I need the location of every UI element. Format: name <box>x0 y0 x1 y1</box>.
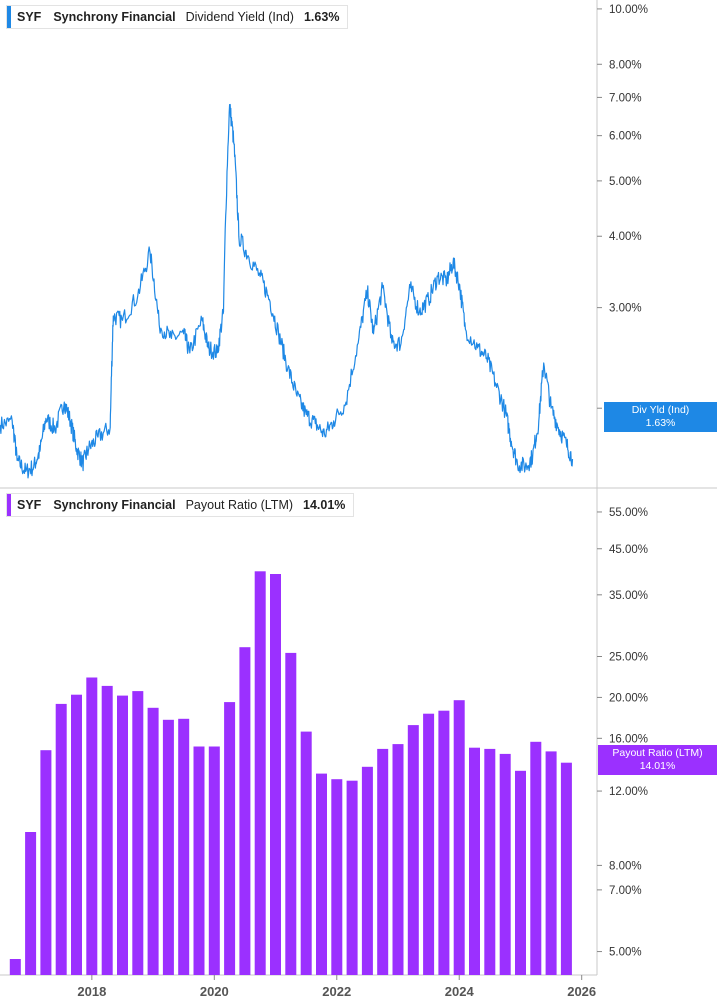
payout-ratio-bar <box>254 571 266 975</box>
payout-ratio-bar <box>499 753 511 975</box>
current-payout-flag: Payout Ratio (LTM) 14.01% <box>598 745 717 775</box>
bottom-y-tick-label: 35.00% <box>609 590 648 602</box>
payout-ratio-bar <box>55 703 67 975</box>
payout-ratio-bar <box>438 710 450 975</box>
payout-ratio-bar <box>239 647 251 975</box>
payout-ratio-bar <box>86 677 98 975</box>
current-yield-flag-label: Div Yld (Ind) <box>631 404 690 416</box>
payout-ratio-bar <box>71 694 82 975</box>
legend-bottom-company: Synchrony Financial <box>53 498 176 512</box>
bottom-y-tick-label: 45.00% <box>609 544 648 556</box>
payout-ratio-bar <box>407 725 419 975</box>
payout-ratio-bar <box>25 832 37 975</box>
bottom-y-tick-label: 55.00% <box>609 507 648 519</box>
legend-bottom: SYF Synchrony Financial Payout Ratio (LT… <box>6 493 355 517</box>
top-y-tick-label: 7.00% <box>609 92 642 104</box>
payout-ratio-bar <box>208 746 220 975</box>
top-y-tick-label: 3.00% <box>609 303 642 315</box>
x-tick-label: 2018 <box>77 984 106 999</box>
current-yield-flag: Div Yld (Ind) 1.63% <box>604 402 717 432</box>
payout-ratio-bar <box>101 685 113 975</box>
payout-ratio-bar <box>423 713 435 975</box>
dividend-yield-line <box>0 103 574 479</box>
payout-ratio-bar <box>162 719 174 975</box>
x-tick-label: 2026 <box>567 984 596 999</box>
legend-top-color-bar <box>7 6 11 28</box>
payout-ratio-bar <box>117 695 128 975</box>
payout-ratio-bar <box>331 779 343 975</box>
payout-ratio-bar <box>377 748 389 975</box>
payout-ratio-bar <box>316 773 327 975</box>
payout-ratio-bar <box>392 744 404 975</box>
payout-ratio-bar <box>285 652 297 975</box>
bottom-y-tick-label: 12.00% <box>609 786 648 798</box>
bottom-y-tick-label: 5.00% <box>609 947 642 959</box>
legend-top-value: 1.63% <box>303 10 340 24</box>
payout-ratio-bar <box>469 747 480 975</box>
top-y-tick-label: 4.00% <box>609 231 642 243</box>
bottom-y-tick-label: 8.00% <box>609 860 642 872</box>
x-tick-label: 2020 <box>200 984 229 999</box>
bottom-y-tick-label: 25.00% <box>609 652 648 664</box>
legend-bottom-color-bar <box>7 494 11 516</box>
top-y-tick-label: 5.00% <box>609 176 642 188</box>
payout-ratio-bar <box>147 707 159 975</box>
payout-ratio-bar <box>270 574 281 975</box>
payout-ratio-bar <box>361 766 373 975</box>
payout-ratio-bar <box>132 691 144 975</box>
payout-ratio-bar <box>484 748 496 975</box>
top-y-tick-label: 8.00% <box>609 59 642 71</box>
payout-ratio-bar <box>40 750 52 975</box>
payout-ratio-bar <box>193 746 205 975</box>
payout-ratio-bar <box>224 702 236 975</box>
current-payout-flag-value: 14.01% <box>639 760 676 772</box>
payout-ratio-bar <box>545 751 557 975</box>
legend-top: SYF Synchrony Financial Dividend Yield (… <box>6 5 349 29</box>
current-payout-flag-label: Payout Ratio (LTM) <box>612 747 703 759</box>
top-y-tick-label: 10.00% <box>609 4 648 16</box>
top-y-tick-label: 6.00% <box>609 131 642 143</box>
payout-ratio-bar <box>9 959 21 975</box>
legend-bottom-ticker: SYF <box>17 498 42 512</box>
payout-ratio-bar <box>560 762 572 975</box>
current-yield-flag-value: 1.63% <box>645 417 676 429</box>
legend-top-company: Synchrony Financial <box>53 10 176 24</box>
bottom-y-tick-label: 16.00% <box>609 733 648 745</box>
legend-top-ticker: SYF <box>17 10 42 24</box>
x-tick-label: 2024 <box>445 984 475 999</box>
x-tick-label: 2022 <box>322 984 351 999</box>
payout-ratio-bar <box>530 741 542 975</box>
payout-ratio-bar <box>178 718 190 975</box>
payout-ratio-bar <box>346 780 358 975</box>
payout-ratio-bar <box>515 770 526 975</box>
bottom-y-tick-label: 20.00% <box>609 692 648 704</box>
legend-bottom-value: 14.01% <box>303 498 346 512</box>
legend-bottom-metric: Payout Ratio (LTM) <box>185 498 294 512</box>
legend-top-metric: Dividend Yield (Ind) <box>185 10 294 24</box>
payout-ratio-bar <box>453 700 465 975</box>
bottom-y-tick-label: 7.00% <box>609 885 642 897</box>
payout-ratio-bar <box>300 731 312 975</box>
